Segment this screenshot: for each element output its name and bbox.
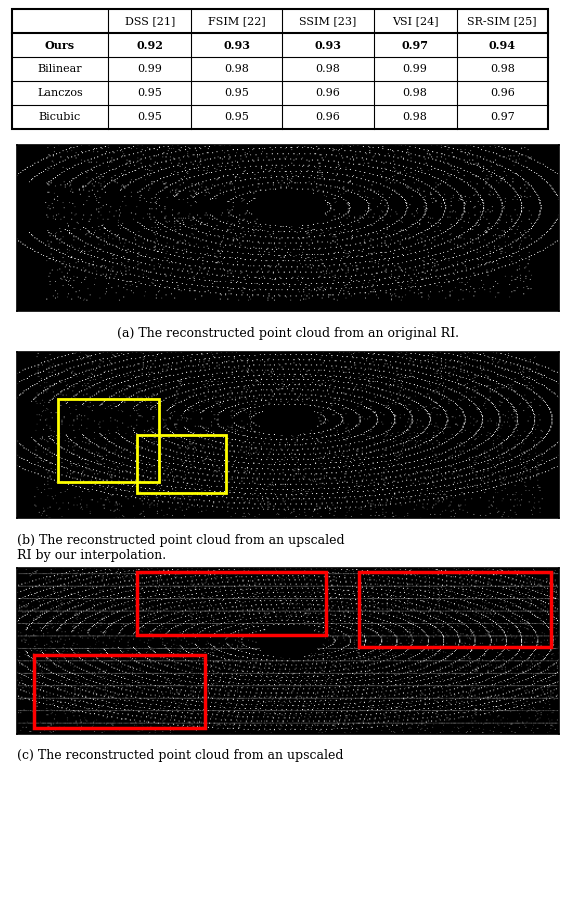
Text: 0.96: 0.96 [316,88,340,98]
Bar [137,436,226,493]
Text: 0.99: 0.99 [137,64,162,74]
Text: (c) The reconstructed point cloud from an upscaled: (c) The reconstructed point cloud from a… [17,749,344,762]
Text: 0.97: 0.97 [401,40,429,51]
Text: 0.95: 0.95 [137,88,162,98]
Text: 0.96: 0.96 [490,88,515,98]
Text: SR-SIM [25]: SR-SIM [25] [468,16,537,26]
Text: SSIM [23]: SSIM [23] [300,16,357,26]
Text: 0.95: 0.95 [225,112,249,122]
Text: Ours: Ours [45,40,75,51]
Text: 0.99: 0.99 [403,64,427,74]
Text: DSS [21]: DSS [21] [124,16,175,26]
Text: Bilinear: Bilinear [37,64,82,74]
Text: 0.95: 0.95 [137,112,162,122]
Text: 0.96: 0.96 [316,112,340,122]
Text: (b) The reconstructed point cloud from an upscaled
RI by our interpolation.: (b) The reconstructed point cloud from a… [17,534,345,562]
Text: 0.93: 0.93 [223,40,251,51]
Text: Bicubic: Bicubic [39,112,81,122]
Text: VSI [24]: VSI [24] [392,16,438,26]
Text: 0.98: 0.98 [403,88,427,98]
Text: Lanczos: Lanczos [37,88,83,98]
Text: 0.98: 0.98 [316,64,340,74]
Text: 0.98: 0.98 [490,64,515,74]
Text: FSIM [22]: FSIM [22] [208,16,266,26]
Text: (a) The reconstructed point cloud from an original RI.: (a) The reconstructed point cloud from a… [117,327,459,340]
Text: 0.95: 0.95 [225,88,249,98]
Text: 0.93: 0.93 [314,40,342,51]
Bar [58,400,158,482]
Bar [359,572,551,646]
Text: 0.98: 0.98 [225,64,249,74]
Bar [137,572,327,635]
Text: 0.98: 0.98 [403,112,427,122]
Text: 0.97: 0.97 [490,112,514,122]
Text: 0.94: 0.94 [489,40,516,51]
Bar [34,655,204,727]
Text: 0.92: 0.92 [137,40,163,51]
